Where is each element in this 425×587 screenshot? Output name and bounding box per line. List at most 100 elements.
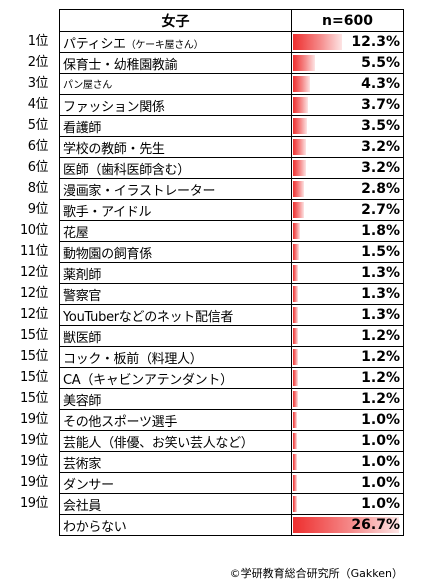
percentage-cell: 26.7% bbox=[291, 514, 404, 536]
rank-label: 15位 bbox=[19, 328, 49, 343]
rank-label: 11位 bbox=[19, 244, 49, 259]
table-row: YouTuberなどのネット配信者 1.3% bbox=[59, 304, 404, 326]
percentage-label: 1.8% bbox=[361, 223, 400, 239]
rank-label: 19位 bbox=[19, 454, 49, 469]
occupation-cell: 学校の教師・先生 bbox=[59, 136, 292, 158]
rank-label: 10位 bbox=[19, 223, 49, 238]
percentage-bar bbox=[293, 97, 308, 113]
percentage-label: 2.8% bbox=[361, 181, 400, 197]
occupation-name: 学校の教師・先生 bbox=[63, 141, 165, 157]
percentage-bar bbox=[293, 223, 301, 239]
percentage-cell: 3.2% bbox=[291, 157, 404, 179]
rank-label: 15位 bbox=[19, 349, 49, 364]
percentage-bar bbox=[293, 118, 307, 134]
percentage-bar bbox=[293, 34, 342, 50]
percentage-label: 1.2% bbox=[361, 328, 400, 344]
percentage-label: 5.5% bbox=[361, 55, 400, 71]
occupation-name: ファッション関係 bbox=[63, 99, 165, 115]
occupation-name: 歌手・アイドル bbox=[63, 204, 152, 220]
occupation-cell: コック・板前（料理人） bbox=[59, 346, 292, 368]
percentage-cell: 1.0% bbox=[291, 493, 404, 515]
percentage-cell: 1.5% bbox=[291, 241, 404, 263]
table-row: 美容師 1.2% bbox=[59, 388, 404, 410]
occupation-cell: 漫画家・イラストレーター bbox=[59, 178, 292, 200]
percentage-bar bbox=[293, 370, 298, 386]
occupation-name: コック・板前（料理人） bbox=[63, 351, 203, 367]
table-row: 看護師 3.5% bbox=[59, 115, 404, 137]
table-row: CA（キャビンアテンダント） 1.2% bbox=[59, 367, 404, 389]
percentage-cell: 1.2% bbox=[291, 388, 404, 410]
rank-label: 15位 bbox=[19, 391, 49, 406]
percentage-label: 1.0% bbox=[361, 496, 400, 512]
occupation-cell: 歌手・アイドル bbox=[59, 199, 292, 221]
occupation-name: 花屋 bbox=[63, 225, 89, 241]
occupation-name: 芸能人（俳優、お笑い芸人など） bbox=[63, 435, 254, 451]
table-row: 薬剤師 1.3% bbox=[59, 262, 404, 284]
table-row: 会社員 1.0% bbox=[59, 493, 404, 515]
occupation-cell: ファッション関係 bbox=[59, 94, 292, 116]
table-row: 医師（歯科医師含む） 3.2% bbox=[59, 157, 404, 179]
occupation-name: CA（キャビンアテンダント） bbox=[63, 372, 233, 388]
percentage-bar bbox=[293, 496, 297, 512]
table-row: その他スポーツ選手 1.0% bbox=[59, 409, 404, 431]
occupation-name: 獣医師 bbox=[63, 330, 102, 346]
percentage-cell: 1.2% bbox=[291, 325, 404, 347]
percentage-bar bbox=[293, 265, 299, 281]
percentage-cell: 1.2% bbox=[291, 346, 404, 368]
percentage-cell: 1.0% bbox=[291, 451, 404, 473]
rank-label: 19位 bbox=[19, 496, 49, 511]
percentage-label: 26.7% bbox=[351, 517, 400, 533]
source-credit: ©学研教育総合研究所（Gakken） bbox=[229, 567, 403, 580]
percentage-label: 1.0% bbox=[361, 412, 400, 428]
rank-label: 12位 bbox=[19, 286, 49, 301]
rank-label: 2位 bbox=[27, 55, 49, 70]
percentage-cell: 3.5% bbox=[291, 115, 404, 137]
percentage-label: 1.2% bbox=[361, 370, 400, 386]
percentage-cell: 1.0% bbox=[291, 430, 404, 452]
occupation-cell: わからない bbox=[59, 514, 292, 536]
percentage-cell: 4.3% bbox=[291, 73, 404, 95]
percentage-bar bbox=[293, 433, 297, 449]
percentage-label: 1.3% bbox=[361, 307, 400, 323]
occupation-name: 会社員 bbox=[63, 498, 102, 514]
rank-label: 6位 bbox=[27, 160, 49, 175]
table-row: 芸術家 1.0% bbox=[59, 451, 404, 473]
percentage-bar bbox=[293, 160, 306, 176]
percentage-label: 3.5% bbox=[361, 118, 400, 134]
table-row: パティシエ（ケーキ屋さん） 12.3% bbox=[59, 31, 404, 53]
percentage-cell: 2.7% bbox=[291, 199, 404, 221]
table-row: ダンサー 1.0% bbox=[59, 472, 404, 494]
table-row: 警察官 1.3% bbox=[59, 283, 404, 305]
table-row: 保育士・幼稚園教諭 5.5% bbox=[59, 52, 404, 74]
occupation-cell: パン屋さん bbox=[59, 73, 292, 95]
percentage-bar bbox=[293, 349, 298, 365]
occupation-cell: 医師（歯科医師含む） bbox=[59, 157, 292, 179]
occupation-name: ダンサー bbox=[63, 477, 114, 493]
occupation-cell: 看護師 bbox=[59, 115, 292, 137]
percentage-bar bbox=[293, 412, 297, 428]
percentage-label: 1.2% bbox=[361, 391, 400, 407]
percentage-bar bbox=[293, 244, 299, 260]
percentage-bar bbox=[293, 328, 298, 344]
percentage-label: 1.0% bbox=[361, 433, 400, 449]
rank-column: 1位 2位 3位 4位 5位 6位 6位 8位 9位 10位 11位 12位 12位 12位 15位 15位 1… bbox=[0, 31, 56, 535]
rank-label: 12位 bbox=[19, 307, 49, 322]
occupation-name: YouTuberなどのネット配信者 bbox=[63, 309, 234, 325]
occupation-name: 医師（歯科医師含む） bbox=[63, 162, 191, 178]
occupation-name: 薬剤師 bbox=[63, 267, 102, 283]
table-row: 花屋 1.8% bbox=[59, 220, 404, 242]
occupation-name: その他スポーツ選手 bbox=[63, 414, 178, 430]
percentage-cell: 1.3% bbox=[291, 304, 404, 326]
percentage-cell: 1.8% bbox=[291, 220, 404, 242]
occupation-name: 看護師 bbox=[63, 120, 102, 136]
occupation-cell: 動物園の飼育係 bbox=[59, 241, 292, 263]
occupation-cell: 美容師 bbox=[59, 388, 292, 410]
table-row: 漫画家・イラストレーター 2.8% bbox=[59, 178, 404, 200]
rank-label: 3位 bbox=[27, 76, 49, 91]
rank-label: 5位 bbox=[27, 118, 49, 133]
table-body: パティシエ（ケーキ屋さん） 12.3% 保育士・幼稚園教諭 5.5% パン屋さん 4.3%… bbox=[59, 31, 404, 536]
percentage-bar bbox=[293, 55, 315, 71]
rank-label bbox=[0, 514, 56, 535]
percentage-bar bbox=[293, 307, 299, 323]
rank-label: 19位 bbox=[19, 412, 49, 427]
